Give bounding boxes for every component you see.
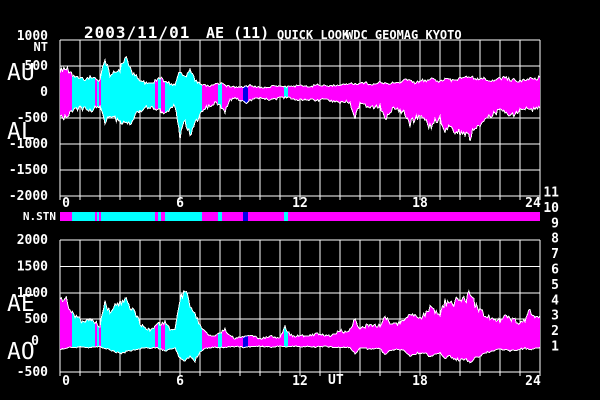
au-al-band-segment (60, 67, 72, 120)
au-al-band-segment (99, 74, 101, 110)
ae-ao-band-segment (161, 320, 165, 351)
station-bar-segment (202, 212, 218, 221)
title-date: 2003/11/01 (84, 23, 191, 42)
legend-count-9: 9 (551, 216, 559, 231)
au-al-band-segment (218, 82, 222, 109)
x-axis-unit-label: UT (328, 373, 344, 388)
station-bar-segment (222, 212, 243, 221)
x-tick-label: 0 (62, 196, 70, 211)
x-tick-label: 18 (412, 374, 428, 389)
station-bar-segment (97, 212, 99, 221)
title-index-name: AE (11) (206, 24, 270, 42)
station-bar-segment (95, 212, 97, 221)
au-curve (59, 55, 541, 89)
station-bar-segment (72, 212, 95, 221)
ae-ao-band-segment (95, 321, 97, 348)
station-bar-segment (248, 212, 284, 221)
station-bar-segment (243, 212, 248, 221)
y-tick-label: -1000 (9, 137, 48, 152)
x-tick-label: 12 (292, 196, 308, 211)
au-al-band-segment (202, 83, 218, 112)
ae-ao-band-segment (202, 328, 218, 351)
title-source: WDC GEOMAG KYOTO (346, 28, 462, 42)
title-quicklook: QUICK LOOK (277, 28, 350, 42)
au-al-band-segment (284, 86, 288, 99)
y-tick-label: 500 (25, 312, 49, 327)
x-tick-label: 24 (525, 374, 541, 389)
ae-ao-band-segment (288, 290, 540, 363)
au-al-band-segment (101, 56, 155, 125)
au-al-band-segment (155, 78, 158, 111)
au-al-band-segment (72, 74, 95, 113)
station-bar-segment (161, 212, 165, 221)
ae-ao-band-segment (158, 322, 161, 350)
x-tick-label: 0 (62, 374, 70, 389)
au-al-band-segment (288, 76, 540, 142)
station-bar-segment (158, 212, 161, 221)
station-count-bar-label: N.STN (22, 210, 56, 223)
x-tick-label: 24 (525, 196, 541, 211)
ae-ao-band-segment (97, 323, 99, 347)
legend-count-11: 11 (543, 186, 559, 201)
y-tick-label: 500 (25, 59, 49, 74)
station-bar-segment (284, 212, 288, 221)
ae-ao-band-segment (243, 335, 248, 348)
au-series-label: AU (7, 60, 35, 86)
y-tick-label: -500 (17, 365, 48, 380)
ae-series-label: AE (7, 291, 35, 317)
legend-count-2: 2 (551, 324, 559, 339)
ao-curve (59, 345, 541, 364)
station-bar-segment (165, 212, 202, 221)
y-tick-label: 0 (40, 85, 48, 100)
ae-ao-band-segment (101, 297, 155, 354)
y-tick-label: 1500 (17, 259, 48, 274)
ao-series-label: AO (7, 339, 35, 365)
au-al-band-segment (97, 79, 99, 108)
au-al-band-segment (165, 68, 202, 141)
ae-ao-band-segment (155, 322, 158, 349)
y-tick-label: -2000 (9, 189, 48, 204)
y-tick-label: -1500 (9, 163, 48, 178)
legend-count-6: 6 (551, 263, 559, 278)
y-tick-label: -500 (17, 111, 48, 126)
station-bar-segment (60, 212, 72, 221)
ae-ao-band-segment (60, 296, 72, 350)
y-axis-unit-label: NT (33, 40, 48, 54)
au-al-band-segment (158, 77, 161, 112)
station-bar-segment (155, 212, 158, 221)
legend-count-5: 5 (551, 278, 559, 293)
legend-count-4: 4 (551, 293, 559, 308)
legend-count-7: 7 (551, 247, 559, 262)
station-bar-segment (218, 212, 222, 221)
al-curve (59, 95, 541, 142)
y-tick-label: 2000 (17, 233, 48, 248)
x-tick-label: 12 (292, 374, 308, 389)
y-tick-label-zero: 0 (31, 334, 39, 349)
station-bar-segment (288, 212, 540, 221)
station-bar-segment (99, 212, 101, 221)
ae-ao-band-segment (222, 328, 243, 348)
legend-count-1: 1 (551, 340, 559, 355)
x-tick-label: 18 (412, 196, 428, 211)
ae-ao-band-segment (284, 325, 288, 347)
ae-curve (59, 289, 541, 341)
au-al-band-segment (161, 77, 165, 114)
ae-ao-band-segment (165, 290, 202, 362)
al-series-label: AL (7, 119, 35, 145)
legend-count-10: 10 (543, 201, 559, 216)
x-tick-label: 6 (176, 196, 184, 211)
x-tick-label: 6 (176, 374, 184, 389)
au-al-band-segment (243, 85, 248, 104)
ae-ao-band-segment (218, 331, 222, 349)
y-tick-label: 1000 (17, 29, 48, 44)
legend-count-8: 8 (551, 232, 559, 247)
au-al-band-segment (95, 77, 97, 108)
station-bar-segment (101, 212, 155, 221)
y-tick-label: 1000 (17, 286, 48, 301)
legend-count-3: 3 (551, 309, 559, 324)
